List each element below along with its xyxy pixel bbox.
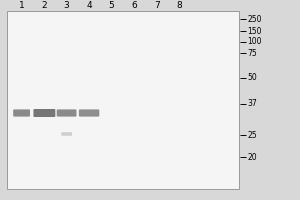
Text: 5: 5 (109, 0, 115, 9)
Text: 4: 4 (86, 0, 92, 9)
Text: 1: 1 (19, 0, 25, 9)
Text: 7: 7 (154, 0, 160, 9)
FancyBboxPatch shape (57, 109, 76, 117)
FancyBboxPatch shape (79, 109, 99, 117)
Text: 6: 6 (131, 0, 137, 9)
Text: 50: 50 (248, 73, 257, 82)
Text: 2: 2 (42, 0, 47, 9)
Text: 8: 8 (176, 0, 182, 9)
Text: 20: 20 (248, 152, 257, 162)
FancyBboxPatch shape (33, 109, 56, 117)
Text: 37: 37 (248, 99, 257, 108)
Text: 150: 150 (248, 26, 262, 36)
FancyBboxPatch shape (13, 109, 30, 117)
Text: 25: 25 (248, 130, 257, 140)
FancyBboxPatch shape (61, 132, 72, 136)
Bar (7, 11, 238, 189)
Text: 100: 100 (248, 38, 262, 46)
Text: 250: 250 (248, 15, 262, 23)
Text: 3: 3 (64, 0, 70, 9)
Text: 75: 75 (248, 48, 257, 58)
